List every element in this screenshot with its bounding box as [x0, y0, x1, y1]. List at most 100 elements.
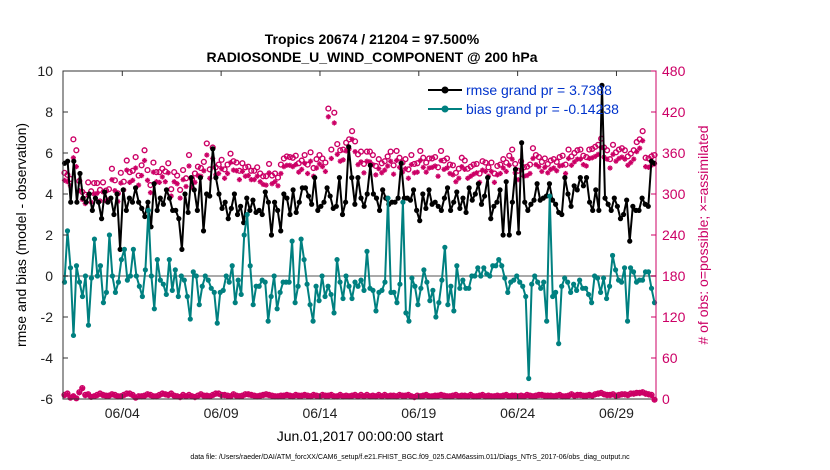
bias-point: [355, 283, 361, 289]
rmse-point: [234, 211, 241, 218]
y2-tick-label: 480: [662, 63, 686, 79]
bias-point: [418, 285, 424, 291]
rmse-point: [448, 207, 454, 213]
obs-assimilated-point: [331, 120, 337, 126]
obs-mark-stroke: [423, 393, 429, 398]
obs-mark-stroke: [177, 195, 183, 201]
obs-assimilated-point: [542, 164, 548, 170]
bias-point: [286, 279, 292, 285]
rmse-point: [71, 158, 77, 164]
bias-point: [307, 302, 313, 308]
obs-mark-stroke: [349, 137, 355, 142]
obs-possible-point: [292, 152, 299, 159]
obs-assimilated-point: [497, 170, 503, 177]
rmse-point: [423, 205, 429, 211]
obs-mark-stroke: [311, 393, 316, 398]
obs-mark-stroke: [326, 114, 331, 120]
obs-mark-stroke: [598, 391, 604, 396]
obs-mark-stroke: [640, 390, 645, 396]
bias-point: [328, 291, 334, 298]
obs-mark-stroke: [409, 394, 414, 400]
obs-assimilated-point: [233, 168, 240, 174]
bias-point: [589, 300, 595, 306]
obs-possible-point: [254, 164, 261, 171]
obs-possible-point: [639, 128, 646, 135]
bias-point: [169, 287, 175, 293]
rmse-point: [503, 179, 509, 185]
bias-point: [436, 300, 442, 306]
obs-assimilated-point: [388, 158, 394, 164]
obs-mark-stroke: [569, 392, 574, 398]
rmse-point: [74, 199, 80, 205]
obs-mark-stroke: [231, 167, 236, 173]
obs-assimilated-point: [313, 165, 320, 171]
y-tick-label: -6: [41, 391, 54, 407]
obs-assimilated-point: [138, 172, 145, 179]
rmse-point: [519, 140, 525, 146]
bias-point: [571, 281, 577, 287]
obs-assimilated-point: [133, 165, 139, 171]
y-tick-label: 2: [45, 227, 53, 243]
obs-mark-stroke: [391, 171, 396, 177]
obs-mark-stroke: [234, 168, 239, 174]
obs-possible-point: [322, 159, 329, 166]
obs-mark-stroke: [364, 158, 370, 164]
rmse-point: [275, 207, 281, 213]
obs-assimilated-point: [604, 156, 610, 162]
bias-point: [172, 267, 178, 273]
obs-mark-stroke: [468, 393, 473, 398]
bias-point: [526, 375, 532, 382]
rmse-point: [475, 181, 482, 187]
rmse-point: [343, 199, 349, 205]
rmse-point: [145, 199, 151, 205]
rmse-point: [309, 201, 315, 207]
rmse-point: [478, 201, 485, 207]
obs-possible-point: [609, 141, 617, 148]
rmse-point: [105, 199, 111, 205]
bias-point: [205, 277, 211, 283]
obs-possible-point: [414, 160, 421, 167]
bias-point: [505, 289, 511, 295]
obs-mark-stroke: [358, 159, 364, 165]
rmse-point: [324, 185, 330, 191]
obs-assimilated-point: [634, 149, 640, 155]
rmse-point: [457, 205, 463, 211]
obs-mark-stroke: [320, 164, 325, 169]
obs-assimilated-point: [423, 392, 429, 399]
obs-assimilated-point: [423, 169, 429, 175]
bias-point: [64, 228, 71, 234]
bias-point: [478, 273, 484, 279]
obs-mark-stroke: [421, 165, 426, 170]
obs-assimilated-point: [592, 153, 598, 160]
obs-mark-stroke: [168, 391, 174, 397]
obs-mark-stroke: [361, 170, 367, 176]
obs-mark-stroke: [263, 392, 269, 398]
obs-mark-stroke: [275, 183, 281, 189]
obs-possible-point: [615, 146, 623, 153]
bias-point: [91, 236, 98, 242]
x-tick-label: 06/04: [105, 405, 140, 421]
obs-mark-stroke: [542, 165, 548, 170]
obs-assimilated-point: [118, 180, 124, 186]
obs-mark-stroke: [619, 154, 625, 160]
obs-mark-stroke: [246, 392, 251, 398]
bias-point: [394, 300, 400, 306]
obs-assimilated-point: [239, 168, 245, 175]
obs-mark-stroke: [219, 166, 224, 171]
obs-mark-stroke: [340, 157, 346, 163]
obs-mark-stroke: [415, 169, 420, 175]
obs-assimilated-point: [432, 163, 438, 169]
obs-possible-point: [325, 105, 332, 112]
bias-point: [106, 232, 113, 238]
bias-point: [349, 295, 355, 302]
obs-assimilated-point: [165, 170, 171, 176]
footnote: data file: /Users/raeder/DAI/ATM_forcXX/…: [190, 454, 630, 461]
obs-assimilated-point: [343, 148, 349, 154]
obs-mark-stroke: [524, 393, 530, 398]
obs-mark-stroke: [287, 394, 293, 399]
obs-assimilated-point: [536, 164, 542, 170]
obs-possible-point: [565, 146, 572, 153]
rmse-point: [367, 162, 373, 168]
obs-assimilated-point: [643, 391, 649, 397]
obs-assimilated-point: [73, 395, 79, 401]
